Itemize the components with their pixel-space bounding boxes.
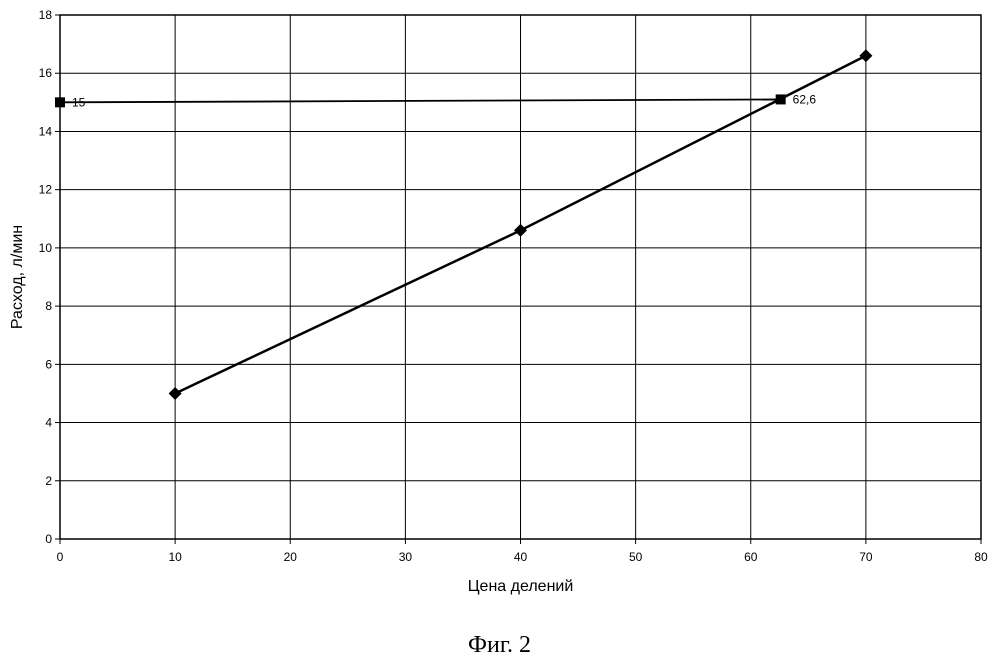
x-tick-label: 20: [284, 550, 298, 564]
point-annotation: 62,6: [793, 92, 817, 106]
grid-lines: [60, 15, 981, 539]
y-tick-label: 6: [45, 357, 52, 371]
x-tick-label: 10: [168, 550, 182, 564]
x-tick-label: 40: [514, 550, 528, 564]
diamond-marker: [514, 224, 527, 237]
x-tick-label: 30: [399, 550, 413, 564]
y-tick-label: 12: [39, 183, 53, 197]
y-tick-label: 2: [45, 474, 52, 488]
y-axis-title: Расход, л/мин: [9, 225, 26, 329]
y-tick-label: 8: [45, 299, 52, 313]
square-marker: [776, 94, 786, 104]
y-tick-label: 10: [39, 241, 53, 255]
y-tick-label: 0: [45, 532, 52, 546]
y-tick-label: 18: [39, 8, 53, 22]
x-tick-label: 70: [859, 550, 873, 564]
diamond-marker: [169, 387, 182, 400]
figure-caption: Фиг. 2: [0, 632, 999, 659]
x-tick-label: 60: [744, 550, 758, 564]
x-axis-title: Цена делений: [468, 578, 574, 595]
series-line: [60, 99, 781, 102]
square-marker: [55, 97, 65, 107]
x-tick-label: 50: [629, 550, 643, 564]
data-series: [55, 49, 872, 400]
x-tick-label: 0: [57, 550, 64, 564]
y-tick-label: 16: [39, 66, 53, 80]
x-tick-label: 80: [974, 550, 988, 564]
y-tick-label: 4: [45, 416, 52, 430]
diamond-marker: [859, 49, 872, 62]
y-tick-label: 14: [39, 124, 53, 138]
line-chart: 01020304050607080024681012141618 1562,6 …: [0, 0, 999, 630]
point-annotation: 15: [72, 95, 86, 109]
